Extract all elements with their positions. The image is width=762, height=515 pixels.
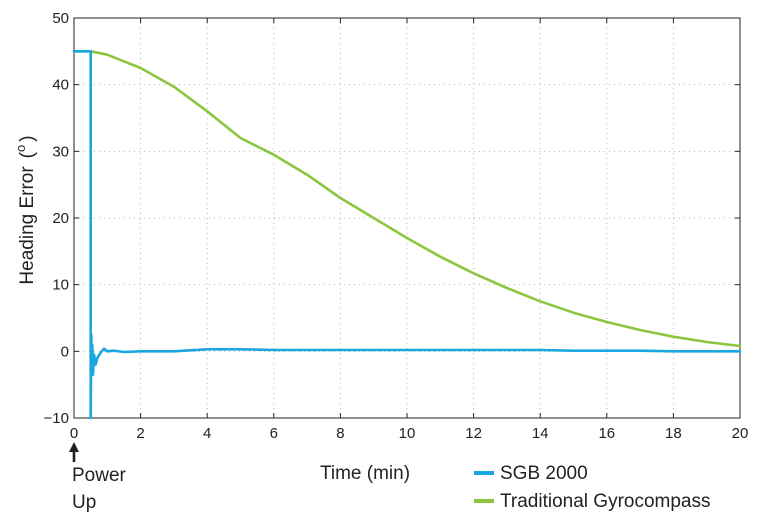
series-line-traditional-gyrocompass bbox=[72, 49, 742, 348]
y-tick-label: 30 bbox=[52, 143, 69, 160]
tick-marks bbox=[73, 17, 741, 419]
legend-label-sgb-2000: SGB 2000 bbox=[500, 463, 588, 484]
x-tick-label: 20 bbox=[732, 425, 749, 442]
legend: SGB 2000 Traditional Gyrocompass bbox=[474, 463, 710, 512]
x-tick-labels: 0 2 4 6 8 10 12 14 16 18 20 bbox=[70, 425, 749, 442]
y-tick-label: 40 bbox=[52, 77, 69, 94]
power-up-annotation: Power Up bbox=[69, 442, 127, 513]
x-axis-label: Time (min) bbox=[320, 463, 410, 484]
series-layer bbox=[72, 49, 742, 420]
x-tick-label: 16 bbox=[598, 425, 615, 442]
legend-label-traditional-gyrocompass: Traditional Gyrocompass bbox=[500, 491, 710, 512]
annotation-line-2: Up bbox=[72, 492, 96, 513]
y-tick-label: −10 bbox=[44, 410, 69, 427]
x-tick-label: 12 bbox=[465, 425, 482, 442]
x-tick-label: 0 bbox=[70, 425, 78, 442]
y-tick-label: 10 bbox=[52, 277, 69, 294]
x-tick-label: 18 bbox=[665, 425, 682, 442]
y-axis-label: Heading Error(o) bbox=[13, 135, 38, 284]
x-tick-label: 2 bbox=[136, 425, 144, 442]
y-tick-label: 0 bbox=[61, 343, 69, 360]
grid bbox=[74, 18, 740, 418]
y-tick-label: 50 bbox=[52, 10, 69, 27]
x-tick-label: 4 bbox=[203, 425, 211, 442]
up-arrow-icon bbox=[69, 442, 79, 462]
x-tick-label: 14 bbox=[532, 425, 549, 442]
x-tick-label: 8 bbox=[336, 425, 344, 442]
x-tick-label: 6 bbox=[270, 425, 278, 442]
y-tick-label: 20 bbox=[52, 210, 69, 227]
y-tick-labels: −10 0 10 20 30 40 50 bbox=[44, 10, 69, 427]
annotation-line-1: Power bbox=[72, 465, 127, 486]
x-tick-label: 10 bbox=[399, 425, 416, 442]
series-line-sgb-2000 bbox=[72, 49, 742, 420]
